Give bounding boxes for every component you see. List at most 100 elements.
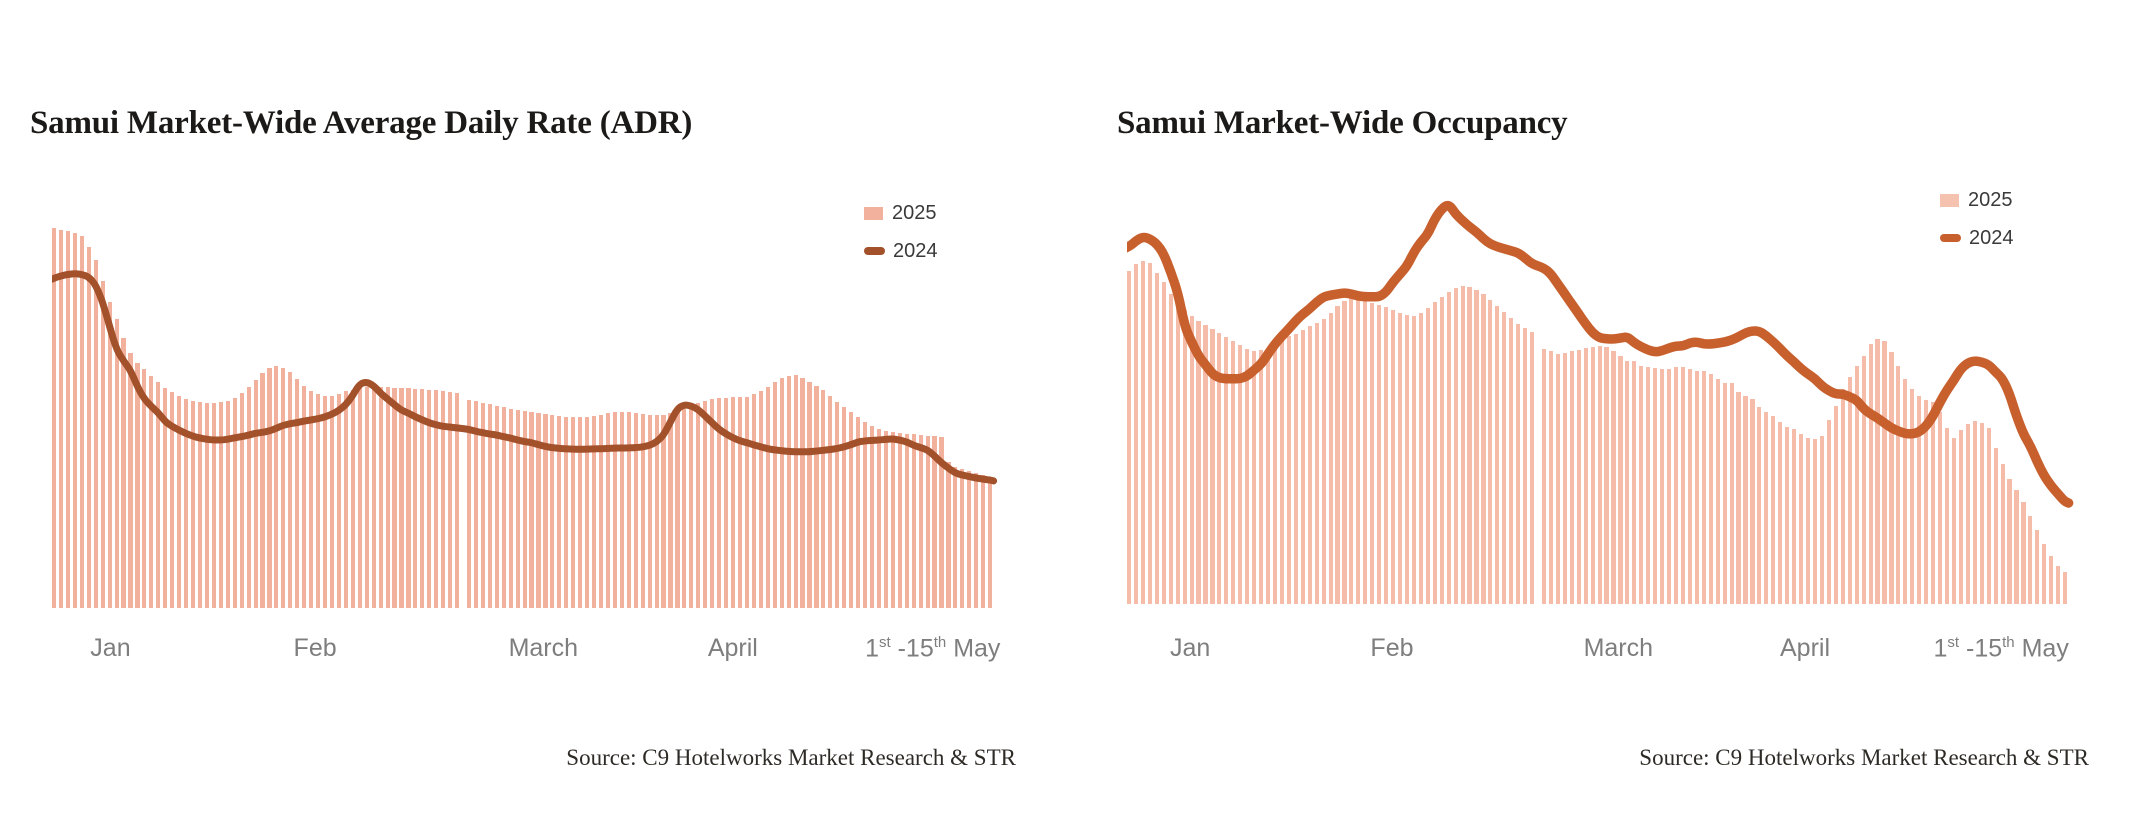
bar-2025-day98	[1812, 438, 1818, 604]
bar-2025-day43	[350, 389, 355, 608]
x-axis-label-1st-15th May: 1st -15th May	[865, 634, 1001, 663]
bar-2025-day114	[849, 411, 854, 608]
bar-2025-day23	[1286, 336, 1291, 604]
bar-2025-day44	[1432, 302, 1437, 604]
bar-2025-day101	[1833, 406, 1838, 604]
bar-2025-day80	[612, 412, 617, 608]
legend-label: 2024	[893, 239, 938, 262]
bar-2025-day12	[135, 362, 140, 608]
bar-2025-day74	[1646, 366, 1651, 604]
bar-2025-day36	[1377, 304, 1382, 604]
occupancy-plot-area	[1127, 0, 2074, 604]
bar-2025-day87	[661, 414, 666, 608]
bar-2025-day32	[274, 366, 279, 608]
bar-2025-day97	[730, 397, 736, 608]
bar-2025-day118	[1951, 438, 1957, 604]
bar-2025-day42	[1418, 312, 1423, 604]
bar-2025-day90	[682, 408, 687, 608]
bar-2025-day116	[862, 422, 868, 608]
bar-2025-day117	[1944, 428, 1950, 604]
bar-2025-day100	[751, 394, 756, 608]
x-axis-label-April: April	[1780, 634, 1831, 662]
bar-2025-day81	[1694, 370, 1699, 604]
bar-2025-day17	[170, 392, 175, 608]
bar-2025-day133	[981, 475, 986, 608]
bar-2025-day86	[654, 415, 659, 608]
bar-2025-day42	[343, 391, 348, 608]
bar-2025-day82	[626, 412, 631, 608]
bar-2025-day116	[1937, 412, 1943, 604]
bar-2025-day76	[585, 416, 590, 608]
bar-2025-day2	[1140, 260, 1146, 604]
bar-2025-day22	[1279, 340, 1285, 604]
bar-2025-day97	[1805, 438, 1811, 604]
bar-2025-day35	[295, 378, 300, 608]
bar-2025-day3	[1147, 263, 1152, 604]
bar-2025-day32	[1349, 296, 1354, 604]
bar-2025-day20	[1265, 348, 1271, 604]
bar-2025-day63	[494, 405, 499, 608]
bar-2025-day28	[246, 386, 251, 608]
bar-2025-day55	[434, 389, 439, 608]
bar-2025-day75	[1653, 368, 1658, 604]
bar-2025-day124	[918, 434, 923, 608]
bar-2025-day88	[1743, 396, 1748, 604]
bar-2025-day103	[1847, 376, 1852, 604]
bar-2025-day115	[856, 416, 861, 608]
bar-2025-day51	[1481, 294, 1486, 604]
bar-2025-day46	[371, 386, 376, 608]
x-axis-label-April: April	[707, 634, 758, 662]
bar-2025-day59	[1541, 348, 1547, 604]
bar-2025-day9	[114, 319, 119, 608]
bar-2025-day54	[427, 389, 432, 608]
source-credit: Source: C9 Hotelworks Market Research & …	[566, 745, 1016, 770]
bar-2025-day120	[1965, 424, 1970, 604]
bar-2025-day21	[197, 402, 203, 608]
bar-2025-day11	[1203, 324, 1208, 604]
bar-2025-day130	[2035, 530, 2040, 604]
bar-2025-day126	[932, 436, 937, 608]
bar-2025-day79	[1680, 366, 1686, 604]
bar-2025-day9	[1189, 316, 1194, 604]
bar-2025-day92	[1771, 416, 1776, 604]
bar-2025-day44	[357, 388, 362, 608]
bar-2025-day4	[79, 236, 84, 608]
bar-2025-day100	[1826, 420, 1831, 604]
bar-2025-day113	[842, 406, 847, 608]
bar-2025-day70	[543, 414, 548, 608]
bar-2025-day20	[190, 401, 196, 608]
bar-2025-day25	[1300, 330, 1305, 604]
bar-2025-day105	[1861, 356, 1866, 604]
bar-2025-day83	[633, 413, 638, 608]
bar-2025-day37	[1384, 306, 1389, 604]
bar-2025-day31	[267, 367, 272, 608]
bar-2025-day65	[508, 408, 513, 608]
bar-2025-day72	[557, 415, 562, 608]
bar-2025-day55	[1509, 318, 1514, 604]
bar-2025-day18	[177, 396, 182, 608]
bar-2025-day112	[835, 402, 840, 608]
bar-2025-day41	[336, 393, 342, 608]
bar-2025-day35	[1370, 303, 1375, 604]
bar-2025-day57	[1523, 328, 1528, 604]
bar-2025-day43	[1425, 308, 1430, 604]
bar-2025-day24	[218, 402, 223, 608]
bar-2025-day89	[675, 411, 680, 608]
bar-2025-day31	[1342, 300, 1347, 604]
bar-2025-day65	[1583, 348, 1588, 604]
bar-2025-day13	[142, 369, 147, 608]
bar-2025-day64	[501, 407, 506, 608]
bar-2025-day39	[322, 396, 328, 608]
bar-2025-day108	[807, 381, 812, 608]
bar-2025-day133	[2056, 566, 2061, 604]
bar-2025-day110	[821, 390, 826, 608]
bar-2025-day62	[1562, 352, 1567, 604]
x-axis-label-Jan: Jan	[1170, 634, 1211, 662]
bar-2025-day23	[211, 402, 216, 608]
bar-2025-day60	[473, 401, 479, 608]
bar-2025-day17	[1245, 348, 1250, 604]
bar-2025-day71	[1625, 360, 1630, 604]
bar-2025-day102	[1840, 388, 1845, 604]
bar-2025-day130	[960, 469, 965, 608]
bar-2025-day52	[413, 388, 418, 608]
